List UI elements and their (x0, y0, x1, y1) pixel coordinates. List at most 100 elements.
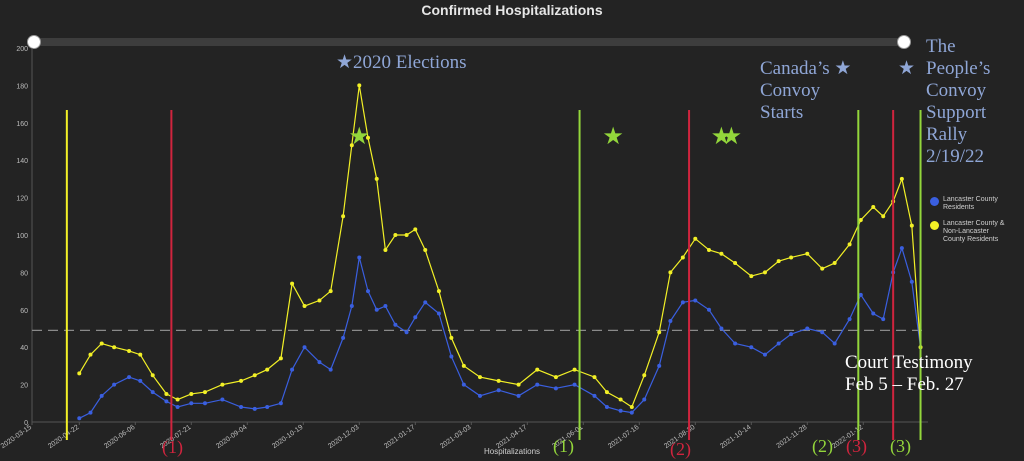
data-point-all (899, 176, 904, 181)
green-star-icon: ★ (721, 122, 743, 150)
data-point-all (127, 348, 132, 353)
marker-label-red-3: (3) (846, 436, 867, 456)
data-point-lancaster (657, 363, 662, 368)
data-point-all (516, 382, 521, 387)
data-point-lancaster (604, 405, 609, 410)
data-point-all (290, 281, 295, 286)
y-tick-label: 200 (16, 46, 28, 53)
data-point-all (762, 270, 767, 275)
data-point-all (706, 247, 711, 252)
data-point-lancaster (733, 341, 738, 346)
data-point-all (366, 135, 370, 140)
y-tick-label: 100 (16, 233, 28, 240)
data-point-lancaster (150, 390, 155, 395)
peoples-line-6: 2/19/22 (926, 146, 985, 167)
chart-title: Confirmed Hospitalizations (421, 2, 603, 18)
data-point-lancaster (138, 378, 143, 383)
data-point-lancaster (404, 330, 409, 335)
canada-line-1: Canada’s (760, 58, 830, 79)
data-point-all (374, 176, 379, 181)
data-point-lancaster (461, 382, 466, 387)
y-tick-label: 20 (20, 383, 28, 390)
data-point-all (317, 298, 322, 303)
marker-label-green-1: (1) (553, 436, 574, 456)
court-line-2: Feb 5 – Feb. 27 (845, 374, 964, 395)
data-point-all (553, 375, 558, 380)
series-line-all (78, 85, 922, 408)
range-slider-track[interactable] (32, 38, 904, 46)
data-point-lancaster (749, 345, 754, 350)
data-point-lancaster (189, 401, 194, 406)
range-slider-left-handle[interactable] (27, 35, 41, 49)
y-tick-label: 0 (24, 420, 28, 427)
data-point-all (909, 223, 914, 228)
data-point-lancaster (899, 246, 904, 251)
legend-item-all[interactable]: Lancaster County & Non-Lancaster County … (930, 220, 1022, 244)
data-point-all (858, 218, 863, 223)
data-point-lancaster (317, 360, 322, 365)
data-point-lancaster (127, 375, 132, 380)
data-point-all (832, 261, 837, 266)
x-axis-title: Hospitalizations (483, 447, 541, 456)
peoples-line-5: Rally (926, 124, 968, 145)
data-point-all (393, 233, 398, 237)
data-point-all (357, 83, 362, 88)
peoples-line-4: Support (926, 102, 987, 123)
data-point-lancaster (341, 335, 346, 340)
data-point-all (881, 214, 886, 219)
data-point-all (423, 247, 428, 252)
y-tick-label: 140 (16, 158, 28, 165)
data-point-all (436, 289, 441, 294)
data-point-all (449, 335, 454, 340)
data-point-all (175, 397, 180, 402)
data-point-lancaster (832, 341, 837, 346)
data-point-all (328, 289, 333, 294)
data-point-all (572, 367, 577, 372)
data-point-lancaster (77, 416, 82, 421)
marker-label-red-1: (1) (162, 437, 183, 457)
data-point-lancaster (290, 367, 295, 372)
data-point-all (535, 367, 540, 372)
data-point-all (112, 345, 117, 350)
data-point-all (99, 341, 104, 346)
data-point-lancaster (328, 367, 333, 372)
data-point-all (77, 371, 82, 376)
data-point-lancaster (164, 399, 169, 404)
data-point-lancaster (572, 382, 577, 387)
data-point-all (496, 378, 501, 383)
data-point-all (776, 259, 781, 264)
data-point-lancaster (413, 315, 418, 320)
peoples-line-2: People’s (926, 58, 991, 79)
data-point-lancaster (719, 326, 724, 331)
data-point-all (618, 397, 623, 402)
data-point-lancaster (909, 279, 914, 284)
data-point-lancaster (762, 352, 767, 357)
data-point-all (88, 352, 93, 357)
legend-dot-lancaster (930, 197, 939, 206)
data-point-all (349, 143, 354, 148)
data-point-lancaster (220, 397, 225, 402)
data-point-all (680, 255, 685, 260)
data-point-all (413, 227, 418, 232)
range-slider-right-handle[interactable] (897, 35, 911, 49)
data-point-lancaster (423, 300, 428, 305)
data-point-lancaster (496, 388, 501, 393)
green-star-icon: ★ (711, 122, 733, 150)
data-point-lancaster (789, 332, 794, 337)
data-point-lancaster (239, 405, 244, 410)
data-point-lancaster (516, 393, 521, 398)
data-point-lancaster (278, 401, 283, 406)
marker-label-green-3: (3) (890, 436, 911, 456)
y-tick-label: 180 (16, 83, 28, 90)
data-point-all (693, 236, 698, 241)
elections-label: 2020 Elections (353, 52, 467, 73)
legend-item-lancaster[interactable]: Lancaster County Residents (930, 196, 1022, 212)
data-point-all (461, 363, 466, 368)
court-testimony-annotation: Court Testimony Feb 5 – Feb. 27 (845, 352, 973, 396)
data-point-all (138, 352, 143, 357)
data-point-all (604, 390, 609, 395)
y-tick-label: 120 (16, 196, 28, 203)
data-point-all (629, 405, 634, 410)
series-line-lancaster (79, 246, 922, 419)
